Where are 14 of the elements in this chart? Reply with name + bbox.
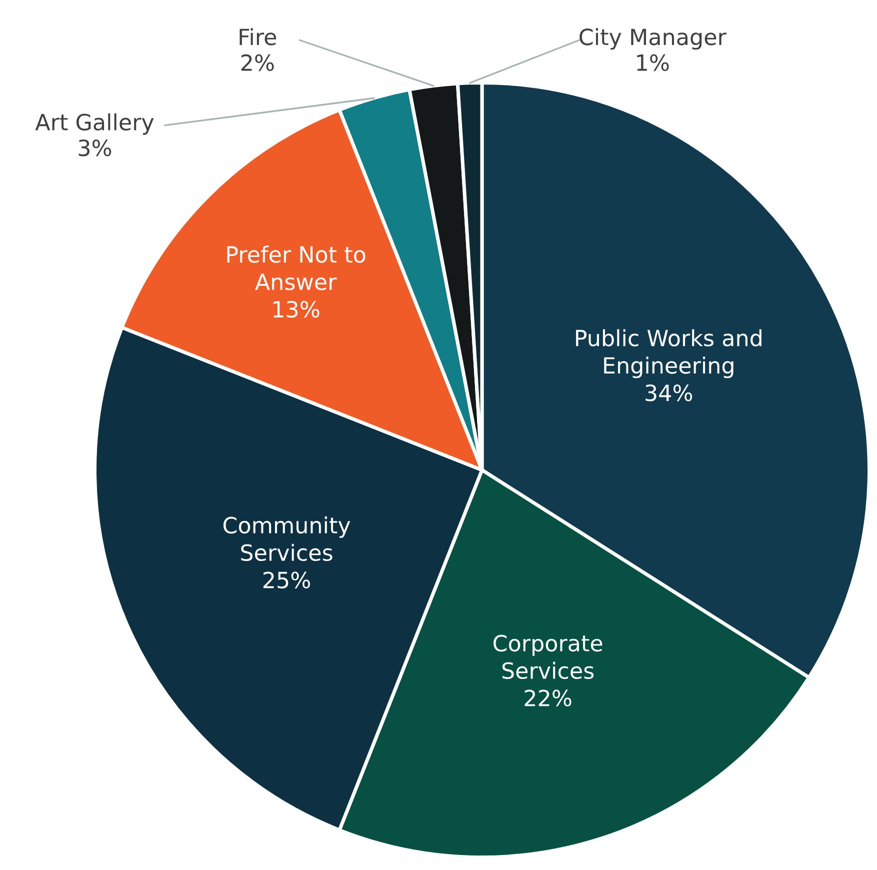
data-label: 13% [274, 300, 320, 318]
data-label: 25% [263, 572, 310, 588]
slice-label: Public Works and Engineering [576, 329, 762, 378]
slice-label: Fire [240, 28, 276, 46]
slice-label: Art Gallery [35, 113, 154, 135]
data-label: 22% [524, 690, 572, 706]
slice-label: Community Services [223, 516, 350, 562]
data-label: 34% [646, 384, 692, 402]
data-label: 1% [637, 54, 669, 72]
slice-label: City Manager [580, 28, 726, 50]
slice-label: Prefer Not to Answer [227, 246, 366, 290]
data-label: 2% [241, 54, 274, 72]
slice-label: Corporate Services [494, 634, 602, 680]
data-label: 3% [78, 139, 112, 156]
